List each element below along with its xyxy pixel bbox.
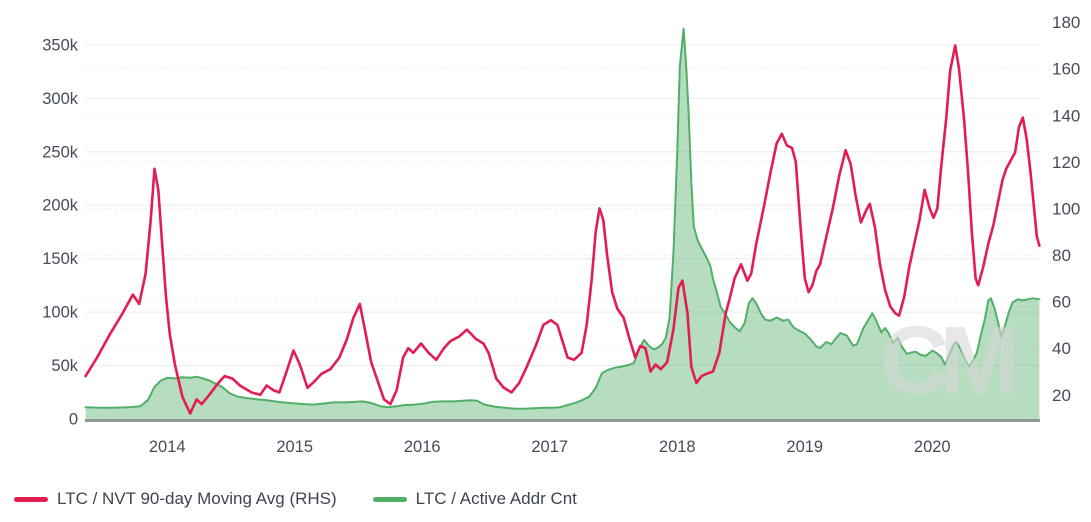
svg-text:2017: 2017 (531, 438, 568, 456)
nvt-series-label: LTC / NVT 90-day Moving Avg (RHS) (57, 489, 337, 508)
svg-text:60: 60 (1052, 293, 1071, 312)
svg-text:40: 40 (1052, 339, 1071, 358)
svg-text:100: 100 (1052, 199, 1080, 218)
svg-text:20: 20 (1052, 386, 1071, 405)
active-addr-area-path (85, 28, 1040, 420)
nvt-line-path (84, 44, 1041, 415)
svg-text:50k: 50k (51, 357, 78, 375)
x-axis-labels: 2014 2015 2016 2017 2018 2019 2020 (149, 438, 951, 456)
legend: LTC / NVT 90-day Moving Avg (RHS) LTC / … (14, 489, 577, 509)
svg-text:120: 120 (1052, 153, 1080, 172)
svg-text:2018: 2018 (659, 438, 696, 456)
svg-text:180: 180 (1052, 13, 1080, 32)
svg-text:2016: 2016 (404, 438, 441, 456)
svg-text:160: 160 (1052, 60, 1080, 79)
svg-text:2014: 2014 (149, 438, 186, 456)
svg-text:350k: 350k (42, 36, 79, 54)
right-axis-labels: 20 40 60 80 100 120 140 160 180 (1052, 13, 1080, 405)
svg-text:2020: 2020 (914, 438, 951, 456)
svg-text:0: 0 (69, 411, 78, 429)
legend-item-nvt[interactable]: LTC / NVT 90-day Moving Avg (RHS) (14, 489, 337, 509)
svg-text:150k: 150k (42, 250, 79, 268)
svg-text:2019: 2019 (786, 438, 823, 456)
nvt-series-swatch (14, 496, 48, 502)
chart-canvas[interactable]: CM 0 50k 100k 150k 200k 250k 300k 350k 20 40 60 80 10… (0, 0, 1091, 470)
active-addr-line-path (84, 27, 1041, 410)
legend-item-active-addr[interactable]: LTC / Active Addr Cnt (372, 489, 577, 509)
svg-text:300k: 300k (42, 90, 79, 108)
svg-text:2015: 2015 (276, 438, 313, 456)
svg-text:140: 140 (1052, 106, 1080, 125)
svg-text:200k: 200k (42, 197, 79, 215)
active-addr-series-swatch (372, 496, 407, 502)
left-gridlines (85, 44, 1040, 367)
right-gridlines (85, 68, 1040, 349)
coinmetrics-watermark: CM (880, 307, 1013, 414)
svg-text:100k: 100k (42, 304, 79, 322)
svg-text:250k: 250k (42, 143, 79, 161)
left-axis-labels: 0 50k 100k 150k 200k 250k 300k 350k (42, 36, 79, 428)
svg-text:80: 80 (1052, 246, 1071, 265)
active-addr-series-label: LTC / Active Addr Cnt (415, 489, 577, 508)
